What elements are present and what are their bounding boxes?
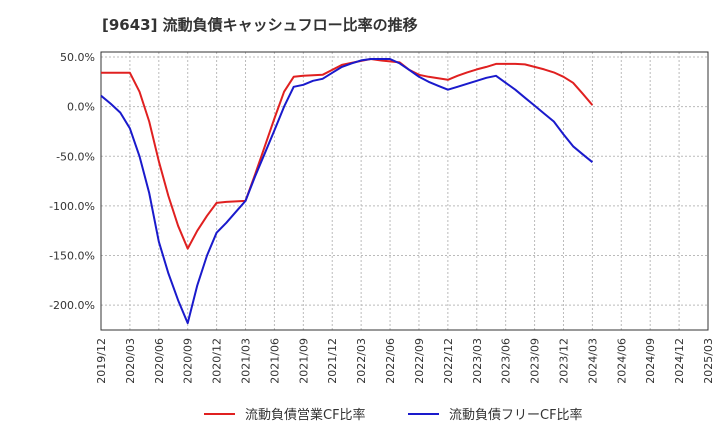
x-tick-label: 2022/03 [355,338,368,384]
x-tick-label: 2022/09 [413,338,426,384]
series-lines [100,58,594,325]
x-axis: 2019/12 2020/03 2020/06 2020/09 2020/12 2021/… [95,338,715,384]
x-tick-label: 2024/03 [586,338,599,384]
x-tick-label: 2021/06 [268,338,281,384]
x-tick-label: 2019/12 [95,338,108,384]
y-tick-label: 0.0% [67,101,95,114]
x-tick-label: 2020/12 [211,338,224,384]
x-tick-label: 2021/09 [297,338,310,384]
x-tick-label: 2024/06 [615,338,628,384]
legend-label-operating-cf: 流動負債営業CF比率 [245,407,366,423]
grid [100,52,709,330]
y-tick-label: -150.0% [49,250,95,263]
legend: 流動負債営業CF比率 流動負債フリーCF比率 [204,407,583,423]
y-axis: 50.0% 0.0% -50.0% -100.0% -150.0% -200.0% [49,51,95,312]
x-tick-label: 2020/03 [124,338,137,384]
y-tick-label: 50.0% [60,51,95,64]
x-tick-label: 2023/12 [557,338,570,384]
y-tick-label: -50.0% [56,150,95,163]
x-tick-label: 2021/03 [240,338,253,384]
x-tick-label: 2023/09 [529,338,542,384]
x-tick-label: 2024/12 [673,338,686,384]
x-tick-label: 2020/06 [153,338,166,384]
plot-frame [100,51,709,331]
y-tick-label: -200.0% [49,299,95,312]
x-tick-label: 2025/03 [702,338,715,384]
x-tick-label: 2022/12 [442,338,455,384]
x-tick-label: 2023/06 [500,338,513,384]
chart-title: [9643] 流動負債キャッシュフロー比率の推移 [102,16,418,34]
series-line-0 [101,58,594,250]
series-line-1 [100,58,594,325]
x-tick-label: 2020/09 [182,338,195,384]
x-tick-label: 2021/12 [326,338,339,384]
x-tick-label: 2024/09 [644,338,657,384]
x-tick-label: 2023/03 [471,338,484,384]
x-tick-label: 2022/06 [384,338,397,384]
legend-label-free-cf: 流動負債フリーCF比率 [449,407,583,423]
y-tick-label: -100.0% [49,200,95,213]
